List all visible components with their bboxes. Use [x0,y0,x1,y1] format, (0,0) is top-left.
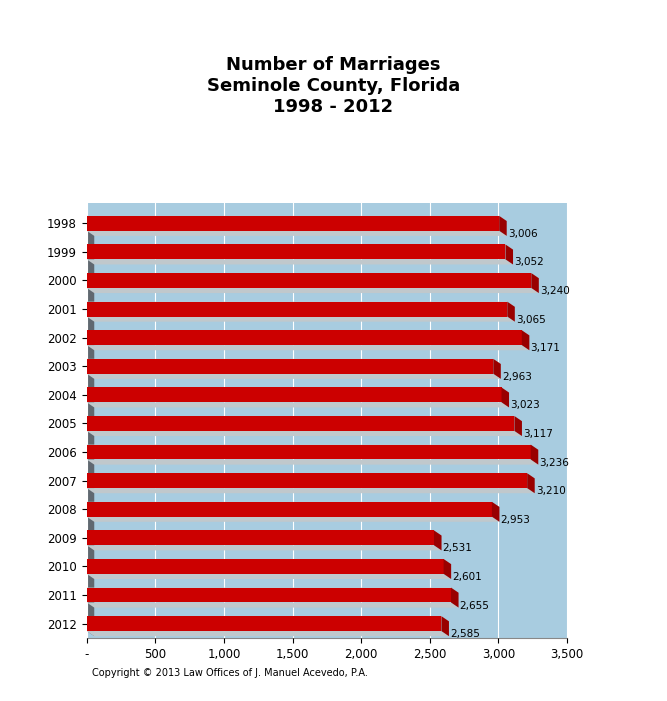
Text: 2,601: 2,601 [452,572,482,582]
Polygon shape [532,273,539,293]
Polygon shape [502,388,509,407]
Text: 3,240: 3,240 [540,286,570,296]
Text: 2,655: 2,655 [460,601,490,611]
Polygon shape [492,502,500,522]
Polygon shape [87,459,538,465]
Bar [87,388,502,402]
Bar [87,444,531,459]
Text: 3,065: 3,065 [516,315,546,325]
Polygon shape [87,216,94,637]
Bar [87,616,442,631]
Text: 2,531: 2,531 [443,543,472,553]
Polygon shape [434,531,442,550]
Bar [87,359,494,374]
Polygon shape [87,330,530,335]
Polygon shape [87,444,538,450]
Text: 3,006: 3,006 [508,229,538,239]
Polygon shape [87,473,535,478]
Polygon shape [87,531,442,536]
Polygon shape [506,245,513,264]
Bar [87,301,508,317]
Polygon shape [499,216,507,236]
Polygon shape [508,301,515,322]
Polygon shape [87,587,458,593]
Polygon shape [451,587,458,608]
Polygon shape [87,502,500,507]
Polygon shape [87,259,513,264]
Bar [87,587,451,602]
Polygon shape [87,559,451,564]
Bar [87,559,444,574]
Text: 2,585: 2,585 [450,629,480,639]
Polygon shape [87,345,530,350]
Bar [87,473,527,488]
Bar [87,245,506,259]
Polygon shape [494,359,501,379]
Polygon shape [87,245,513,250]
Text: 2,953: 2,953 [500,515,530,525]
Bar [87,502,492,517]
Polygon shape [514,416,522,436]
Polygon shape [87,602,458,608]
Polygon shape [442,616,449,637]
Bar [87,531,434,545]
Polygon shape [87,388,509,393]
Text: Copyright © 2013 Law Offices of J. Manuel Acevedo, P.A.: Copyright © 2013 Law Offices of J. Manue… [91,668,368,679]
Polygon shape [87,517,500,522]
Polygon shape [87,374,501,379]
Polygon shape [87,431,522,436]
Polygon shape [87,301,515,307]
Polygon shape [87,216,507,221]
Text: 3,052: 3,052 [514,257,544,267]
Text: 3,117: 3,117 [523,429,553,439]
Polygon shape [87,359,501,364]
Polygon shape [87,288,539,293]
Text: 3,236: 3,236 [540,458,569,468]
Polygon shape [87,574,451,579]
Bar [87,330,522,345]
Text: Number of Marriages
Seminole County, Florida
1998 - 2012: Number of Marriages Seminole County, Flo… [207,56,460,116]
Bar [87,216,499,231]
Text: 3,210: 3,210 [536,486,566,496]
Polygon shape [87,416,522,421]
Polygon shape [87,488,535,494]
Bar [87,416,514,431]
Polygon shape [87,402,509,407]
Polygon shape [444,559,451,579]
Polygon shape [87,545,442,550]
Text: 3,171: 3,171 [530,343,560,353]
Polygon shape [87,273,539,278]
Polygon shape [87,317,515,322]
Polygon shape [87,631,449,637]
Polygon shape [531,444,538,465]
Bar [87,273,532,288]
Polygon shape [527,473,535,494]
Text: 2,963: 2,963 [502,372,532,382]
Polygon shape [87,616,449,621]
Polygon shape [522,330,530,350]
Polygon shape [87,231,507,236]
Text: 3,023: 3,023 [510,400,540,410]
